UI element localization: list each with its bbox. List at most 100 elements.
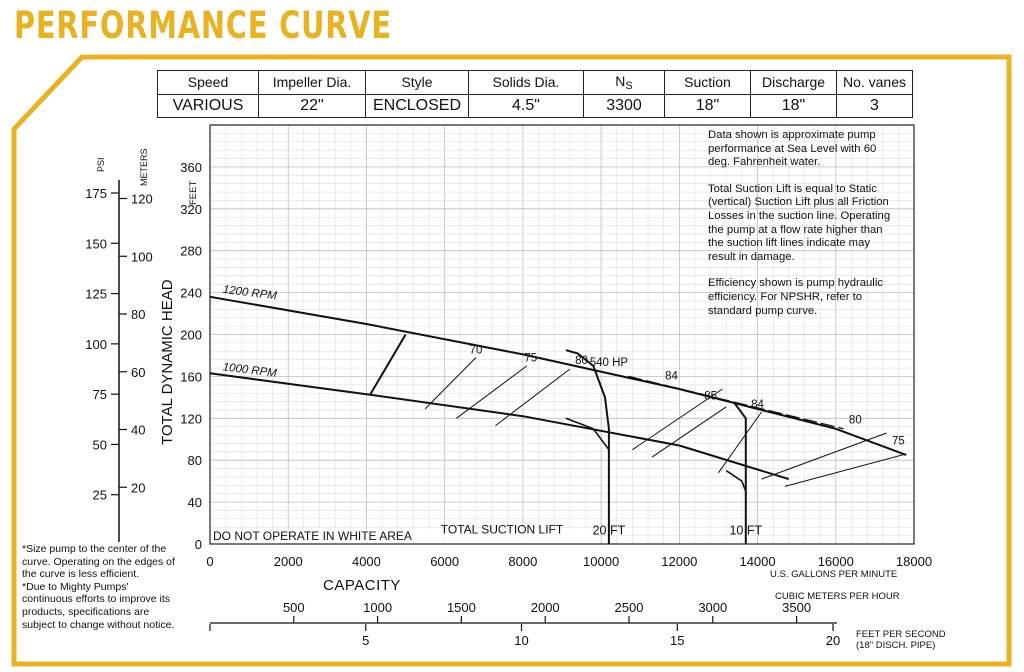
meters-tick-label: 80 (131, 307, 145, 322)
y-tick-label: 320 (180, 202, 202, 217)
efficiency-line (784, 453, 907, 487)
fps-tick-label: 20 (826, 633, 840, 648)
spec-header-suction: Suction (664, 70, 751, 95)
ns-symbol: N (615, 72, 626, 89)
suction-lift-label: 20 FT (593, 524, 626, 538)
x-tick-label: 0 (206, 554, 213, 569)
y-tick-label: 280 (180, 244, 202, 259)
specs-value-row: VARIOUS 22" ENCLOSED 4.5" 3300 18" 18" 3 (157, 93, 913, 118)
meters-tick-label: 60 (131, 365, 145, 380)
spec-value-suction: 18" (664, 93, 751, 118)
spec-header-impeller: Impeller Dia. (258, 70, 366, 95)
cmh-tick-label: 1000 (363, 600, 392, 615)
series-label: 1000 RPM (222, 361, 278, 380)
y-axis-label: TOTAL DYNAMIC HEAD (159, 279, 176, 445)
spec-header-style: Style (365, 70, 469, 95)
psi-tick-label: 50 (93, 437, 107, 452)
efficiency-label: 84 (665, 371, 678, 383)
efficiency-label: 75 (524, 353, 537, 365)
x-tick-label: 16000 (818, 554, 854, 569)
power-line (628, 375, 844, 430)
page-title: PERFORMANCE CURVE (14, 4, 392, 47)
efficiency-label: 75 (892, 435, 905, 447)
meters-tick-label: 20 (131, 480, 145, 495)
y-tick-label: 200 (180, 328, 202, 343)
suction-lift-label: 10 FT (729, 524, 762, 538)
fps-tick-label: 10 (514, 633, 528, 648)
spec-header-solids: Solids Dia. (468, 70, 584, 95)
power-label: 540 HP (590, 357, 629, 369)
fps-axis-sublabel: (18" DISCH. PIPE) (856, 640, 935, 651)
y-tick-label: 240 (180, 286, 202, 301)
x-axis-label: CAPACITY (323, 577, 401, 594)
ns-subscript: S (625, 79, 633, 92)
annotation-no-operate: DO NOT OPERATE IN WHITE AREA (213, 529, 412, 543)
specs-table: Speed Impeller Dia. Style Solids Dia. NS… (157, 70, 913, 118)
x-tick-label: 2000 (274, 554, 303, 569)
suction-lift-curve (733, 402, 747, 544)
x-tick-label: 14000 (739, 554, 775, 569)
spec-header-discharge: Discharge (750, 70, 837, 95)
operating-limit-line (369, 333, 407, 395)
fps-tick-label: 15 (670, 633, 684, 648)
psi-tick-label: 175 (85, 186, 107, 201)
suction-lift-curve-lower (725, 470, 747, 492)
annotation-suction-lift: TOTAL SUCTION LIFT (441, 523, 564, 537)
x-unit-label: U.S. GALLONS PER MINUTE (770, 569, 897, 580)
cmh-axis-label: CUBIC METERS PER HOUR (775, 591, 900, 602)
efficiency-label: 84 (751, 399, 764, 411)
efficiency-line (651, 406, 727, 458)
specs-header-row: Speed Impeller Dia. Style Solids Dia. NS… (157, 70, 913, 95)
meters-tick-label: 40 (131, 423, 145, 438)
cmh-tick-label: 2000 (531, 600, 560, 615)
x-tick-label: 10000 (583, 554, 619, 569)
efficiency-line (495, 368, 571, 426)
footnotes: *Size pump to the center of the curve. O… (22, 543, 177, 631)
psi-tick-label: 125 (85, 287, 107, 302)
footnote-1: *Size pump to the center of the curve. O… (22, 543, 175, 581)
y-tick-label: 40 (188, 495, 202, 510)
x-tick-label: 12000 (661, 554, 697, 569)
x-tick-label: 8000 (508, 554, 537, 569)
head-curve (209, 372, 790, 481)
cmh-tick-label: 3500 (782, 600, 811, 615)
psi-tick-label: 75 (93, 387, 107, 402)
y-tick-label: 120 (180, 411, 202, 426)
efficiency-line (456, 365, 528, 419)
y-tick-label: 80 (188, 453, 202, 468)
x-tick-label: 4000 (352, 554, 381, 569)
note-1: Data shown is approximate pump performan… (708, 129, 877, 169)
psi-axis-label: PSI (96, 157, 106, 172)
note-2: Total Suction Lift is equal to Static (v… (708, 182, 891, 263)
psi-tick-label: 150 (85, 236, 107, 251)
do-not-operate-area (211, 529, 594, 543)
chart-notes: Data shown is approximate pump performan… (708, 129, 898, 331)
suction-lift-curve (565, 349, 610, 544)
spec-value-solids: 4.5" (468, 93, 584, 118)
efficiency-label: 70 (470, 344, 483, 356)
note-3: Efficiency shown is pump hydraulic effic… (708, 277, 883, 317)
spec-value-style: ENCLOSED (365, 93, 469, 118)
efficiency-line (632, 388, 723, 451)
spec-value-vanes: 3 (836, 93, 913, 118)
fps-tick-label: 5 (362, 633, 369, 648)
y-tick-label: 360 (180, 160, 202, 175)
plot-border (209, 124, 915, 545)
cmh-tick-label: 2500 (615, 600, 644, 615)
spec-header-vanes: No. vanes (836, 70, 913, 95)
x-tick-label: 18000 (896, 554, 932, 569)
psi-tick-label: 100 (85, 337, 107, 352)
head-curve (209, 295, 907, 456)
spec-header-speed: Speed (157, 70, 259, 95)
cmh-tick-label: 3000 (698, 600, 727, 615)
psi-tick-label: 25 (93, 488, 107, 503)
efficiency-line (761, 432, 887, 480)
efficiency-label: 80 (849, 415, 862, 427)
spec-header-ns: NS (583, 70, 665, 95)
spec-value-impeller: 22" (258, 93, 366, 118)
efficiency-line (717, 411, 762, 474)
y-tick-label: 0 (195, 537, 202, 552)
spec-value-ns: 3300 (583, 93, 665, 118)
